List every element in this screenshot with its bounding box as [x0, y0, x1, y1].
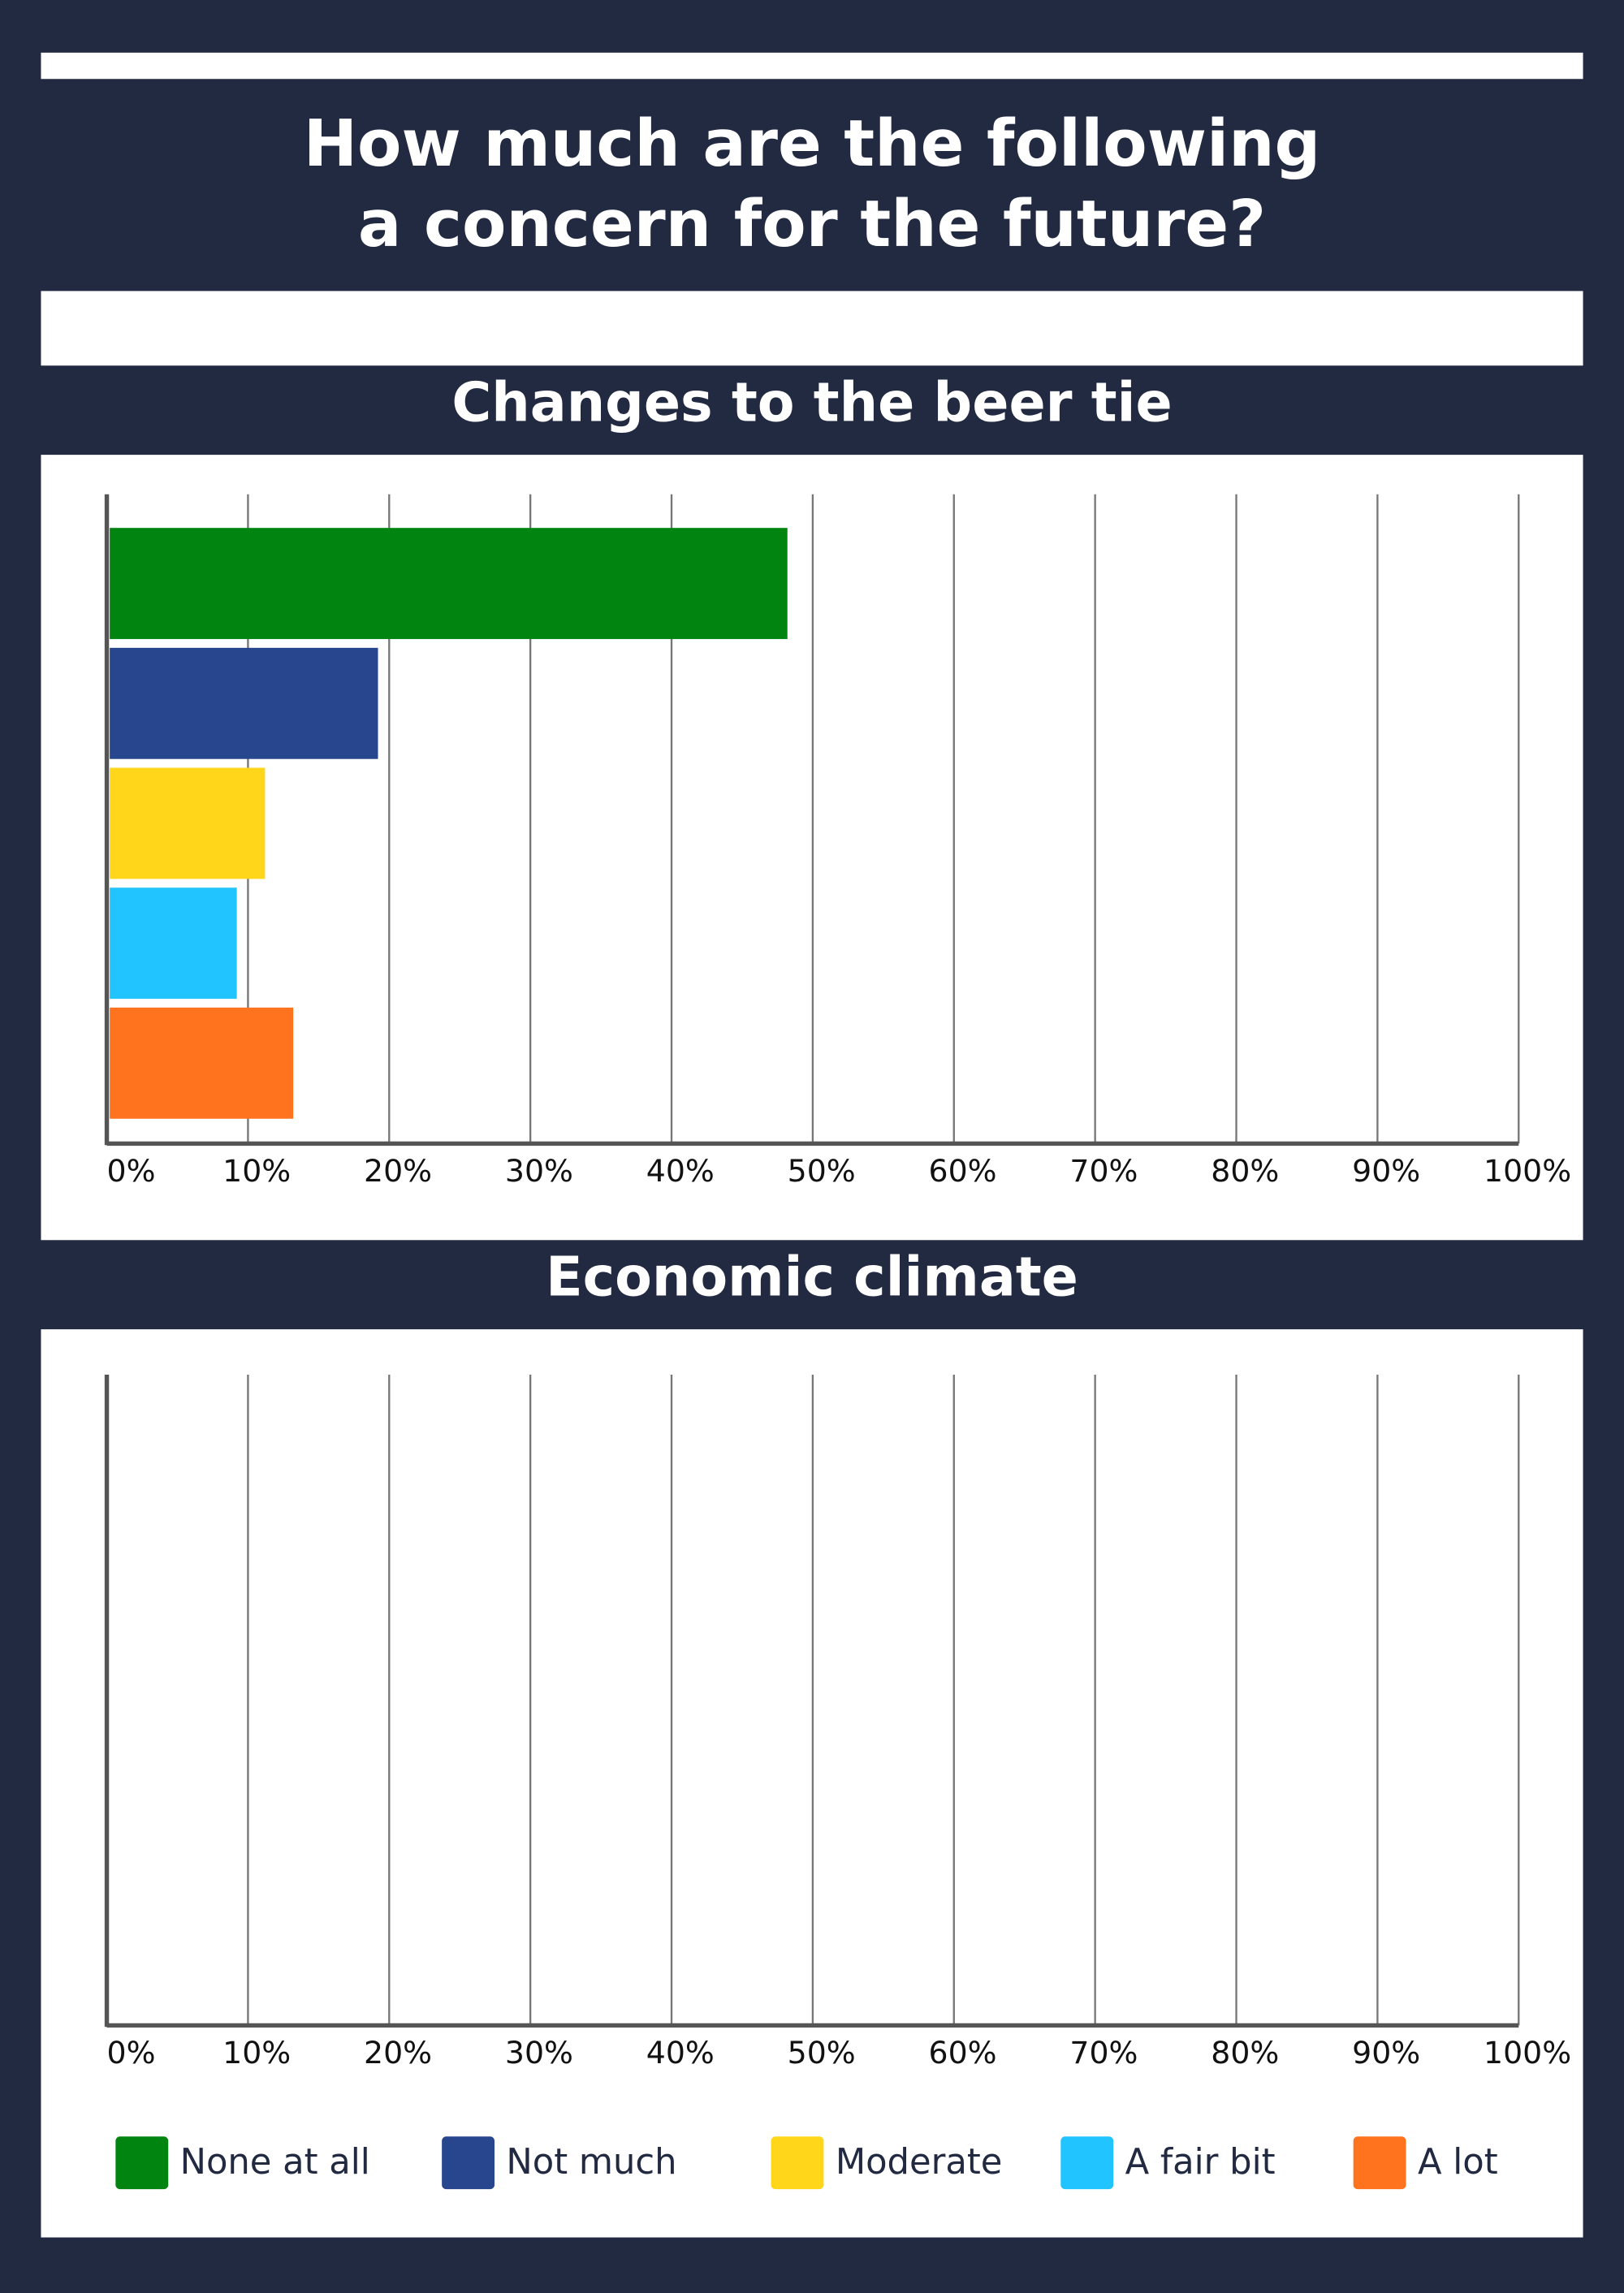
x-tick-label: 100% [1484, 1153, 1571, 1189]
x-tick-label: 80% [1211, 1153, 1279, 1189]
legend-swatch [1353, 2136, 1406, 2190]
bar [110, 528, 788, 640]
x-tick-label: 70% [1069, 2035, 1138, 2071]
x-tick-label: 100% [1484, 2035, 1571, 2071]
legend-swatch [1060, 2136, 1114, 2190]
x-tick-label: 60% [929, 2035, 997, 2071]
x-tick-label: 10% [222, 2035, 291, 2071]
x-tick-label: 90% [1352, 2035, 1420, 2071]
bar [110, 887, 237, 1000]
legend-label: Moderate [836, 2142, 1003, 2183]
bar [110, 647, 378, 759]
legend-label: None at all [180, 2142, 370, 2183]
legend-swatch [771, 2136, 824, 2190]
bar [110, 767, 266, 879]
x-tick-label: 0% [107, 1153, 156, 1189]
x-tick-label: 50% [788, 1153, 856, 1189]
x-tick-label: 50% [788, 2035, 856, 2071]
x-tick-label: 90% [1352, 1153, 1420, 1189]
chart-title: Changes to the beer tie [451, 371, 1172, 434]
x-tick-label: 0% [107, 2035, 156, 2071]
legend-label: A fair bit [1125, 2142, 1276, 2183]
x-tick-label: 70% [1069, 1153, 1138, 1189]
chart-title: Economic climate [546, 1246, 1078, 1309]
x-tick-label: 30% [505, 1153, 573, 1189]
x-tick-label: 20% [364, 2035, 432, 2071]
x-tick-label: 80% [1211, 2035, 1279, 2071]
top-band [41, 52, 1583, 80]
legend-label: Not much [506, 2142, 676, 2183]
x-tick-label: 10% [222, 1153, 291, 1189]
page-title: How much are the following a concern for … [304, 106, 1321, 261]
x-tick-label: 30% [505, 2035, 573, 2071]
x-tick-label: 60% [929, 1153, 997, 1189]
legend-swatch [115, 2136, 169, 2190]
x-tick-label: 40% [646, 1153, 715, 1189]
x-tick-label: 40% [646, 2035, 715, 2071]
bar [110, 1007, 294, 1119]
x-tick-label: 20% [364, 1153, 432, 1189]
legend-swatch [442, 2136, 495, 2190]
legend-label: A lot [1418, 2142, 1498, 2183]
band [41, 291, 1583, 366]
